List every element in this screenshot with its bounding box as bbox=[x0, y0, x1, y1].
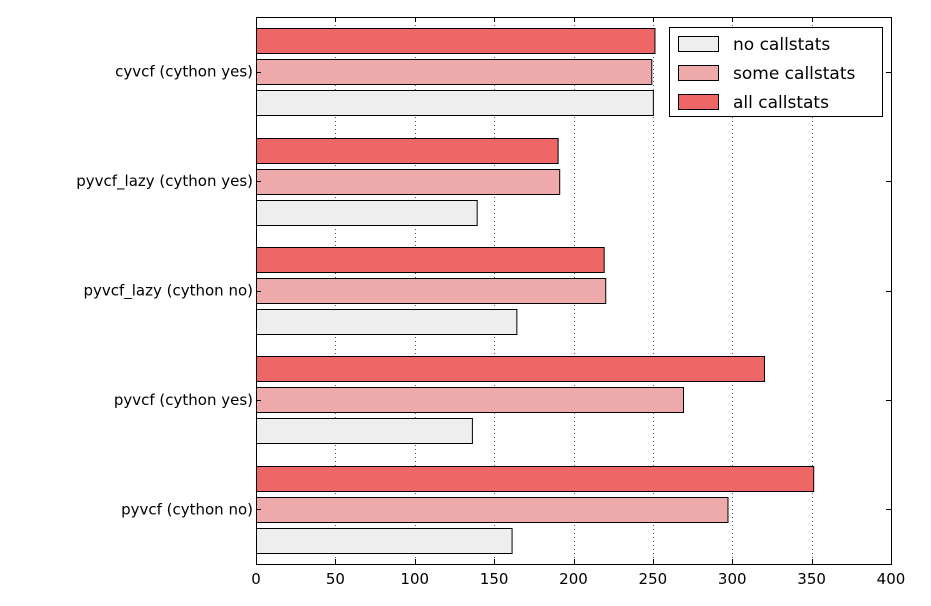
bar bbox=[256, 90, 654, 116]
bar bbox=[256, 138, 559, 164]
x-tick-label: 50 bbox=[326, 570, 345, 588]
bar bbox=[256, 28, 656, 54]
bar bbox=[256, 169, 561, 195]
x-tick-label: 400 bbox=[877, 570, 906, 588]
bar bbox=[256, 528, 513, 554]
legend-label: no callstats bbox=[733, 35, 830, 55]
legend-label: some callstats bbox=[733, 64, 855, 84]
legend: no callstats some callstats all callstats bbox=[669, 27, 883, 117]
y-tick-label: pyvcf (cython no) bbox=[121, 500, 253, 518]
legend-swatch bbox=[678, 36, 719, 52]
legend-label: all callstats bbox=[733, 93, 829, 113]
y-tick-label: pyvcf_lazy (cython yes) bbox=[76, 172, 253, 191]
bar bbox=[256, 418, 473, 444]
x-tick-label: 100 bbox=[400, 570, 429, 588]
bar bbox=[256, 309, 518, 335]
x-tick-label: 250 bbox=[639, 570, 668, 588]
bar bbox=[256, 466, 815, 492]
y-tick-label: pyvcf_lazy (cython no) bbox=[83, 282, 253, 301]
bar bbox=[256, 387, 685, 413]
bar bbox=[256, 497, 729, 523]
x-tick-label: 0 bbox=[251, 570, 261, 588]
x-tick-label: 300 bbox=[718, 570, 747, 588]
legend-swatch bbox=[678, 65, 719, 81]
bar bbox=[256, 278, 607, 304]
bar bbox=[256, 247, 605, 273]
bar bbox=[256, 200, 478, 226]
y-tick-label: cyvcf (cython yes) bbox=[115, 63, 253, 81]
bar bbox=[256, 356, 765, 382]
x-tick-label: 150 bbox=[480, 570, 509, 588]
x-tick-label: 200 bbox=[559, 570, 588, 588]
y-tick-label: pyvcf (cython yes) bbox=[114, 391, 253, 409]
bars bbox=[256, 28, 815, 554]
legend-swatch bbox=[678, 94, 719, 110]
ticks: 0 50 100 150 200 250 300 350 400 pyvcf (cython no… bbox=[76, 17, 905, 588]
bar bbox=[256, 59, 653, 85]
x-tick-label: 350 bbox=[797, 570, 826, 588]
